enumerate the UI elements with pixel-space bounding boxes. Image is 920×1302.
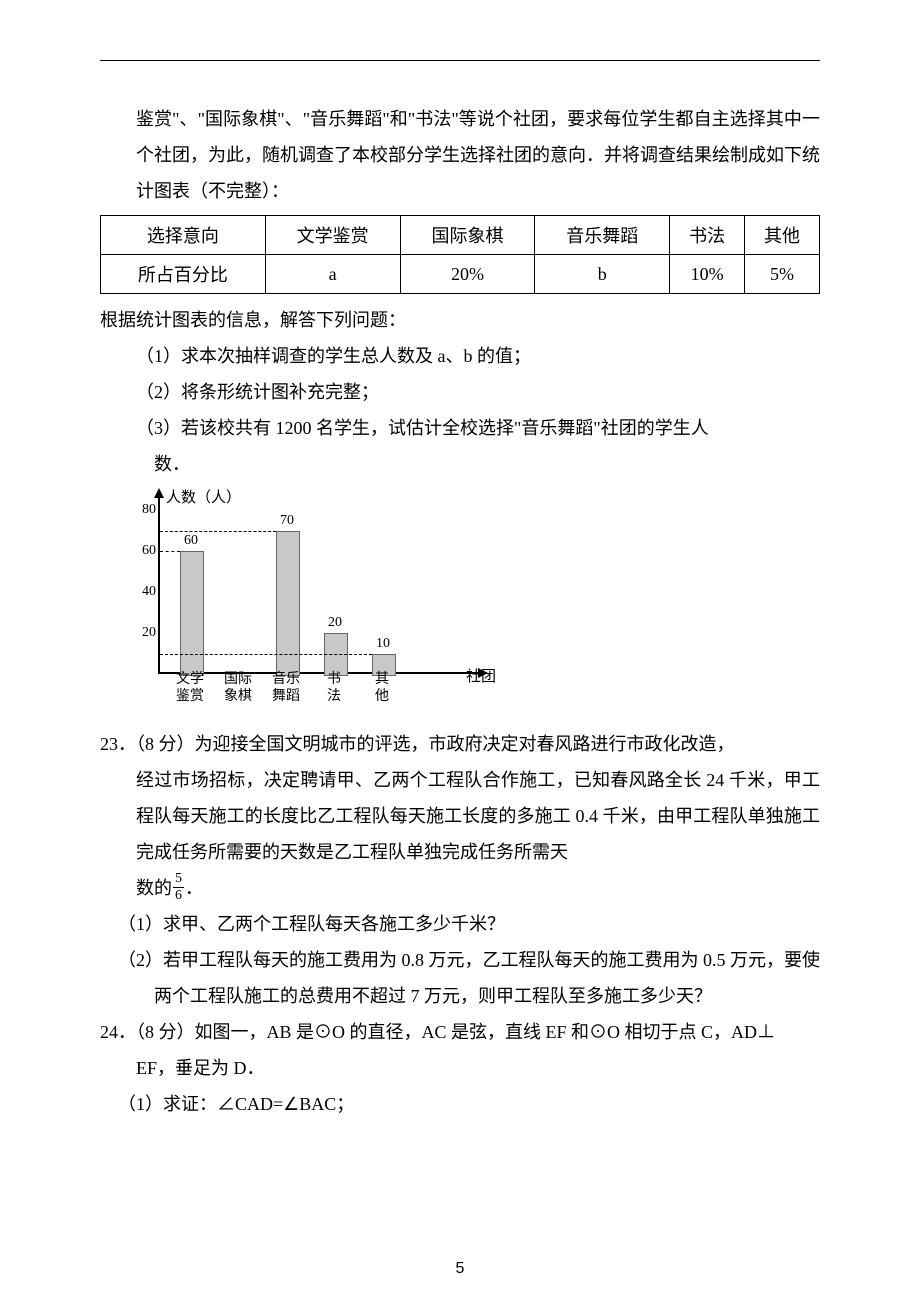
bar-value-label: 60	[171, 533, 211, 549]
sub-question: （3）若该校共有 1200 名学生，试估计全校选择"音乐舞蹈"社团的学生人	[100, 410, 820, 446]
table-cell: 其他	[745, 216, 820, 255]
y-axis	[158, 496, 160, 674]
table-cell: 文学鉴赏	[265, 216, 400, 255]
fraction-denominator: 6	[173, 888, 184, 903]
y-tick-label: 60	[130, 543, 156, 559]
top-rule	[100, 60, 820, 61]
after-table-line: 根据统计图表的信息，解答下列问题：	[100, 302, 820, 338]
bar-category-label: 文学鉴赏	[168, 672, 212, 706]
table-cell: 20%	[400, 255, 535, 294]
y-tick-label: 20	[130, 625, 156, 641]
bar-category-label: 音乐舞蹈	[264, 672, 308, 706]
table-cell: 所占百分比	[101, 255, 266, 294]
bar-category-label: 书法	[312, 672, 356, 706]
bar-category-label: 国际象棋	[216, 672, 260, 706]
question-23: 23．（8 分）为迎接全国文明城市的评选，市政府决定对春风路进行市政化改造，	[100, 726, 820, 762]
question-23-body: 经过市场招标，决定聘请甲、乙两个工程队合作施工，已知春风路全长 24 千米，甲工…	[100, 762, 820, 870]
text-fragment: 数的	[136, 878, 172, 898]
table-cell: 书法	[670, 216, 745, 255]
text-fragment: ．	[185, 878, 203, 898]
table-row: 选择意向 文学鉴赏 国际象棋 音乐舞蹈 书法 其他	[101, 216, 820, 255]
y-axis-label: 人数（人）	[166, 486, 241, 507]
sub-question: （2）若甲工程队每天的施工费用为 0.8 万元，乙工程队每天的施工费用为 0.5…	[100, 942, 820, 1014]
fraction-numerator: 5	[173, 872, 184, 888]
x-axis-label: 社团	[466, 665, 496, 686]
chart-bar	[180, 551, 204, 676]
sub-question: （1）求证：∠CAD=∠BAC；	[100, 1086, 820, 1122]
table-cell: 5%	[745, 255, 820, 294]
table-cell: 音乐舞蹈	[535, 216, 670, 255]
chart-bar	[324, 633, 348, 676]
y-tick-label: 80	[130, 502, 156, 518]
grid-dash-line	[160, 654, 372, 655]
table-row: 所占百分比 a 20% b 10% 5%	[101, 255, 820, 294]
question-24: 24．（8 分）如图一，AB 是⊙O 的直径，AC 是弦，直线 EF 和⊙O 相…	[100, 1014, 820, 1050]
table-cell: 10%	[670, 255, 745, 294]
bar-chart: 人数（人） 社团 2040608060文学鉴赏国际象棋70音乐舞蹈20书法10其…	[130, 486, 490, 716]
sub-question: （2）将条形统计图补充完整；	[100, 374, 820, 410]
question-24-cont: EF，垂足为 D．	[100, 1050, 820, 1086]
bar-category-label: 其他	[360, 672, 404, 706]
table-cell: 选择意向	[101, 216, 266, 255]
table-cell: a	[265, 255, 400, 294]
intro-paragraph: 鉴赏"、"国际象棋"、"音乐舞蹈"和"书法"等说个社团，要求每位学生都自主选择其…	[100, 101, 820, 209]
fraction: 56	[173, 872, 184, 903]
sub-question: （1）求本次抽样调查的学生总人数及 a、b 的值；	[100, 338, 820, 374]
percentage-table: 选择意向 文学鉴赏 国际象棋 音乐舞蹈 书法 其他 所占百分比 a 20% b …	[100, 215, 820, 294]
sub-question: （1）求甲、乙两个工程队每天各施工多少千米？	[100, 906, 820, 942]
table-cell: 国际象棋	[400, 216, 535, 255]
table-cell: b	[535, 255, 670, 294]
sub-question-cont: 数．	[100, 446, 820, 482]
grid-dash-line	[160, 551, 180, 552]
bar-value-label: 20	[315, 615, 355, 631]
y-tick-label: 40	[130, 584, 156, 600]
bar-value-label: 70	[267, 513, 307, 529]
page: 鉴赏"、"国际象棋"、"音乐舞蹈"和"书法"等说个社团，要求每位学生都自主选择其…	[0, 0, 920, 1302]
bar-value-label: 10	[363, 636, 403, 652]
page-number: 5	[0, 1260, 920, 1278]
question-23-frac-line: 数的56．	[100, 870, 820, 906]
grid-dash-line	[160, 531, 276, 532]
